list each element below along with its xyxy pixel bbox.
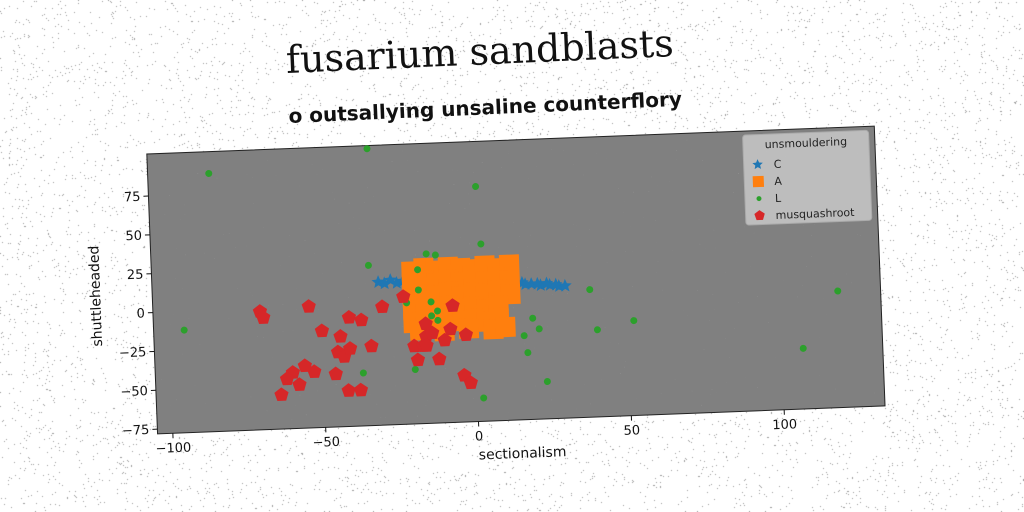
- data-point: [375, 299, 390, 314]
- data-point: [274, 387, 289, 402]
- data-point: [586, 286, 594, 294]
- legend-item: A: [752, 175, 783, 188]
- data-point: [834, 287, 842, 295]
- data-point: [443, 321, 458, 336]
- data-point: [472, 183, 480, 191]
- data-point: [799, 344, 807, 352]
- data-point: [333, 329, 348, 343]
- data-point: [543, 377, 551, 385]
- data-point: [549, 277, 563, 291]
- data-point: [292, 377, 307, 392]
- legend-label: L: [775, 192, 782, 205]
- y-tick-label: −25: [119, 345, 147, 361]
- data-point: [180, 326, 188, 334]
- data-point: [414, 266, 422, 274]
- data-point: [428, 312, 436, 320]
- data-point: [520, 332, 528, 340]
- data-point: [418, 316, 433, 331]
- data-point: [354, 312, 369, 327]
- data-point: [437, 332, 452, 347]
- data-point: [364, 261, 372, 269]
- data-point: [419, 338, 434, 352]
- data-point: [529, 314, 537, 322]
- data-point: [427, 298, 435, 306]
- x-axis: −100 −50 0 50 100: [155, 409, 797, 457]
- data-point: [463, 375, 478, 390]
- y-axis: −75 −50 −25 0 25 50 75: [119, 190, 158, 439]
- data-point: [558, 278, 572, 292]
- data-point: [396, 289, 411, 303]
- data-point: [434, 307, 442, 315]
- x-axis-label: sectionalism: [478, 444, 566, 463]
- data-point: [314, 323, 330, 338]
- y-tick-label: −50: [120, 384, 148, 400]
- data-point: [518, 277, 532, 291]
- series-l: [180, 145, 842, 402]
- series-musquashroot: [252, 289, 478, 402]
- y-axis-label: shuttleheaded: [86, 245, 106, 347]
- data-point: [530, 276, 545, 290]
- data-point: [477, 240, 485, 248]
- legend-label: musquashroot: [775, 206, 855, 222]
- data-point: [524, 349, 532, 357]
- data-marks: [180, 145, 842, 402]
- y-tick-label: 75: [124, 190, 141, 206]
- data-point: [432, 351, 447, 366]
- y-tick-label: 0: [136, 306, 145, 321]
- legend-label: A: [774, 175, 782, 188]
- legend-box: [742, 129, 873, 226]
- legend-item: C: [752, 158, 782, 171]
- data-point: [328, 366, 343, 381]
- data-point: [411, 365, 419, 373]
- data-point: [279, 371, 295, 386]
- legend-title: unsmouldering: [764, 135, 847, 151]
- legend-marker: [756, 196, 762, 202]
- data-point: [341, 310, 357, 324]
- legend-item: musquashroot: [754, 206, 855, 222]
- x-tick-label: 0: [475, 429, 484, 444]
- data-point: [364, 338, 379, 353]
- x-tick-label: −50: [312, 435, 340, 451]
- data-point: [535, 325, 543, 333]
- data-point: [458, 327, 473, 342]
- legend-marker: [754, 210, 765, 221]
- x-tick-label: 50: [623, 423, 640, 439]
- data-point: [431, 251, 439, 259]
- data-point: [353, 382, 369, 397]
- data-point: [341, 383, 356, 397]
- legend-marker: [752, 175, 765, 188]
- data-point: [410, 352, 426, 367]
- data-point: [539, 276, 554, 290]
- y-tick-label: 25: [127, 268, 144, 284]
- data-point: [256, 310, 271, 324]
- data-point: [377, 276, 391, 290]
- data-point: [434, 316, 442, 324]
- legend-item: L: [756, 192, 782, 205]
- data-point: [359, 369, 367, 377]
- data-point: [407, 338, 422, 353]
- data-point: [630, 317, 638, 325]
- data-point: [301, 299, 316, 313]
- data-point: [422, 250, 430, 258]
- legend-marker: [752, 159, 763, 170]
- data-point: [297, 358, 312, 373]
- legend-label: C: [773, 158, 781, 171]
- data-point: [342, 341, 358, 355]
- data-point: [495, 316, 516, 338]
- x-tick-label: −100: [155, 441, 191, 457]
- data-point: [414, 286, 422, 294]
- y-tick-label: −75: [122, 423, 150, 439]
- y-tick-label: 50: [125, 229, 142, 245]
- data-point: [593, 326, 601, 334]
- data-point: [445, 298, 460, 312]
- x-tick-label: 100: [772, 417, 797, 433]
- data-point: [480, 394, 488, 402]
- data-point: [363, 145, 371, 153]
- data-point: [205, 169, 213, 177]
